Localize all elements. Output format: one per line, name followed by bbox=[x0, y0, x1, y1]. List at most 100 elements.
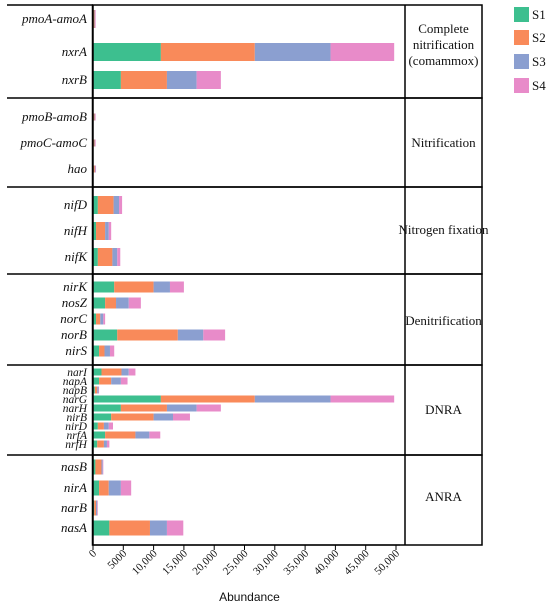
bar-nari-s2 bbox=[101, 368, 122, 376]
process-label-complete-nitrification-comammox: Complete nitrification (comammox) bbox=[408, 21, 478, 68]
bar-nasa-s1 bbox=[93, 520, 110, 536]
bar-narg-s1 bbox=[93, 395, 161, 403]
bar-narh-s1 bbox=[93, 404, 121, 412]
bar-pmoa-amoa-s4 bbox=[95, 10, 96, 28]
bar-narb-s3 bbox=[96, 500, 98, 516]
bar-narg-s4 bbox=[330, 395, 395, 403]
bar-norb-s2 bbox=[117, 329, 178, 341]
bar-nxrb-s2 bbox=[120, 71, 167, 89]
bar-narh-s4 bbox=[196, 404, 221, 412]
bar-narb-s4 bbox=[97, 500, 98, 516]
legend-swatch-s1 bbox=[514, 7, 529, 22]
bar-nasb-s4 bbox=[102, 459, 104, 475]
gene-label-pmoc-amoc: pmoC-amoC bbox=[20, 135, 88, 150]
legend-swatch-s2 bbox=[514, 30, 529, 45]
gene-label-nosz: nosZ bbox=[62, 295, 88, 310]
bar-norb-s1 bbox=[93, 329, 118, 341]
gene-label-pmoa-amoa: pmoA-amoA bbox=[21, 11, 87, 26]
bar-pmob-amob-s4 bbox=[95, 113, 96, 121]
bar-nasa-s3 bbox=[149, 520, 167, 536]
bar-nird-s4 bbox=[108, 422, 113, 430]
legend-label-s4: S4 bbox=[532, 78, 546, 93]
bar-nifd-s3 bbox=[113, 196, 120, 214]
bar-narg-s3 bbox=[254, 395, 331, 403]
bar-norc-s2 bbox=[96, 313, 101, 325]
bar-nira-s3 bbox=[108, 480, 121, 496]
x-tick-label: 15,000 bbox=[160, 547, 190, 577]
x-tick-label: 25,000 bbox=[221, 547, 251, 577]
bar-nird-s3 bbox=[103, 422, 109, 430]
gene-label-nari: narI bbox=[67, 367, 88, 379]
bar-nirs-s3 bbox=[104, 345, 110, 357]
bar-pmoc-amoc-s4 bbox=[95, 139, 96, 147]
bar-nrfh-s2 bbox=[97, 440, 104, 448]
bar-nosz-s3 bbox=[116, 297, 129, 309]
bar-hao-s2 bbox=[93, 165, 95, 173]
legend-label-s2: S2 bbox=[532, 30, 546, 45]
process-label-anra: ANRA bbox=[425, 489, 462, 504]
labels-layer: Complete nitrification (comammox) pmoA-amoA… bbox=[20, 11, 489, 535]
process-label-nitrification: Nitrification bbox=[411, 135, 476, 150]
bar-nosz-s4 bbox=[128, 297, 141, 309]
x-tick-label: 40,000 bbox=[312, 547, 342, 577]
bar-nirb-s2 bbox=[111, 413, 154, 421]
bar-nird-s2 bbox=[97, 422, 104, 430]
bar-nifk-s4 bbox=[117, 248, 121, 266]
gene-label-nirs: nirS bbox=[65, 343, 87, 358]
gene-label-pmob-amob: pmoB-amoB bbox=[21, 109, 87, 124]
gene-label-norc: norC bbox=[60, 311, 87, 326]
legend-swatch-s3 bbox=[514, 54, 529, 69]
bar-pmoc-amoc-s2 bbox=[93, 139, 95, 147]
bar-nirs-s2 bbox=[99, 345, 105, 357]
bar-napb-s4 bbox=[98, 386, 100, 394]
legend-swatch-s4 bbox=[514, 78, 529, 93]
bars-layer bbox=[93, 10, 395, 536]
gene-label-nifd: nifD bbox=[64, 197, 88, 212]
x-tick-label: 30,000 bbox=[251, 547, 281, 577]
bar-nrfa-s3 bbox=[135, 431, 150, 439]
bar-norc-s4 bbox=[103, 313, 106, 325]
bar-nirb-s1 bbox=[93, 413, 112, 421]
bar-nifd-s4 bbox=[119, 196, 123, 214]
bar-nifh-s2 bbox=[96, 222, 106, 240]
bar-nira-s1 bbox=[93, 480, 100, 496]
bar-nxra-s1 bbox=[93, 43, 161, 61]
bar-nifh-s4 bbox=[108, 222, 112, 240]
bar-nasa-s2 bbox=[109, 520, 150, 536]
bar-napa-s1 bbox=[93, 377, 100, 385]
x-tick-label: 50,000 bbox=[372, 547, 402, 577]
bar-nrfh-s1 bbox=[93, 440, 98, 448]
gene-label-napb: napB bbox=[63, 385, 87, 397]
bar-nirk-s3 bbox=[153, 281, 170, 293]
gene-label-hao: hao bbox=[68, 161, 88, 176]
process-label-dnra: DNRA bbox=[425, 402, 462, 417]
bar-nifk-s2 bbox=[97, 248, 113, 266]
bar-hao-s4 bbox=[95, 165, 97, 173]
gene-label-narb: narB bbox=[61, 500, 87, 515]
bar-nosz-s2 bbox=[105, 297, 117, 309]
bar-nirb-s4 bbox=[172, 413, 190, 421]
bar-nxrb-s4 bbox=[196, 71, 221, 89]
bar-nifk-s1 bbox=[93, 248, 98, 266]
bar-nifd-s1 bbox=[93, 196, 98, 214]
legend-label-s3: S3 bbox=[532, 54, 546, 69]
bar-nira-s4 bbox=[120, 480, 132, 496]
bar-norc-s3 bbox=[100, 313, 104, 325]
gene-label-nxrb: nxrB bbox=[62, 72, 87, 87]
bar-pmoc-amoc-s3 bbox=[94, 139, 96, 147]
bar-nrfa-s4 bbox=[149, 431, 161, 439]
bar-napa-s3 bbox=[111, 377, 121, 385]
bar-nirk-s4 bbox=[169, 281, 184, 293]
bar-pmoa-amoa-s2 bbox=[93, 10, 95, 28]
x-tick-label: 45,000 bbox=[342, 547, 372, 577]
gene-label-nrfh: nrfH bbox=[65, 439, 87, 451]
bar-pmob-amob-s2 bbox=[93, 113, 95, 121]
bar-nirs-s4 bbox=[109, 345, 115, 357]
bar-nasb-s3 bbox=[101, 459, 103, 475]
gene-label-nirb: nirB bbox=[67, 412, 87, 424]
bar-pmoa-amoa-s3 bbox=[94, 10, 96, 28]
process-label-denitrification: Denitrification bbox=[405, 313, 482, 328]
gene-label-nasa: nasA bbox=[61, 520, 87, 535]
bar-nosz-s1 bbox=[93, 297, 106, 309]
bar-norc-s1 bbox=[93, 313, 97, 325]
